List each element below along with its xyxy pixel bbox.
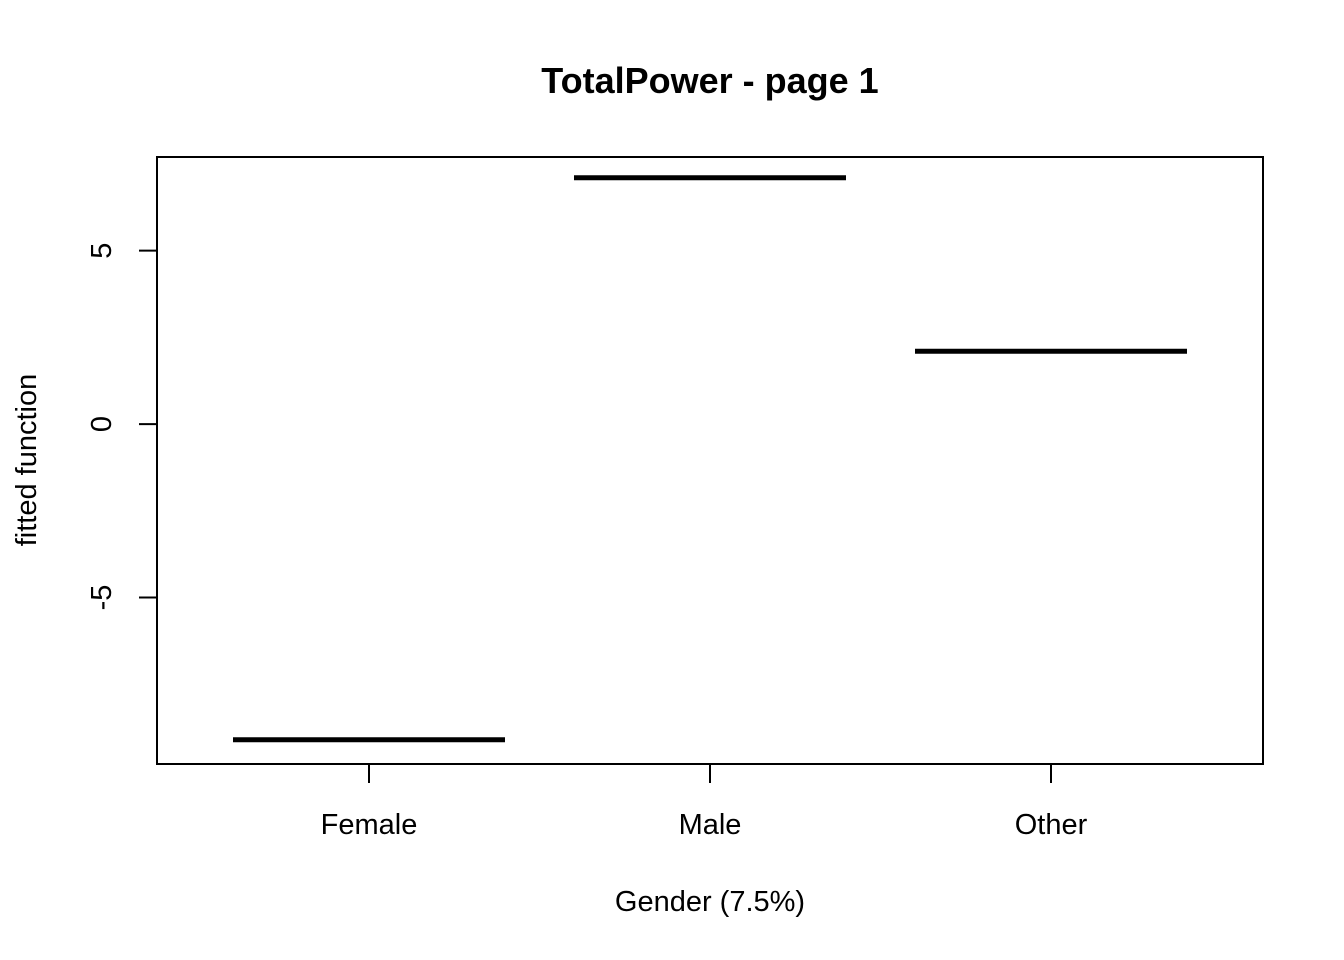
data-marks (233, 175, 1187, 743)
x-tick-label: Male (679, 809, 742, 841)
chart-title: TotalPower - page 1 (541, 60, 878, 101)
x-tick-label: Other (1015, 809, 1088, 841)
y-tick-label: -5 (86, 585, 118, 611)
x-tick-label: Female (321, 809, 418, 841)
x-axis-label: Gender (7.5%) (615, 886, 805, 918)
y-axis-label: fitted function (11, 374, 43, 547)
y-tick-label: 5 (86, 243, 118, 259)
y-tick-label: 0 (86, 416, 118, 432)
x-axis: Female Male Other (321, 764, 1088, 841)
plot-frame (156, 156, 1264, 765)
y-axis: -5 0 5 (86, 243, 157, 611)
